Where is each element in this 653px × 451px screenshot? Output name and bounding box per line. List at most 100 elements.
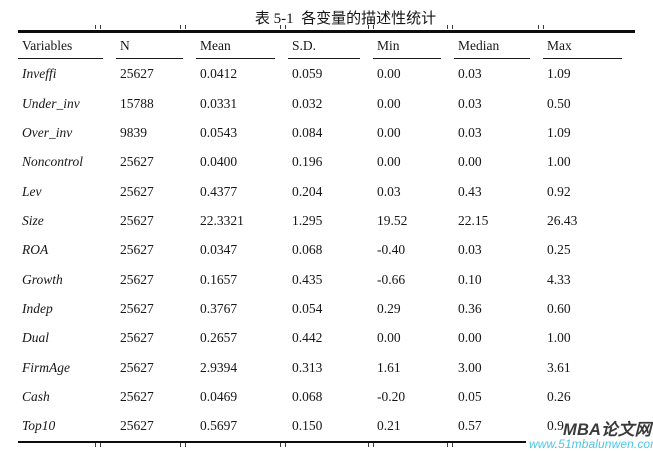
value-cell: 0.10 — [458, 271, 482, 287]
value-cell: -0.20 — [377, 388, 406, 404]
value-cell: 4.33 — [547, 271, 571, 287]
watermark-url: www.51mbalunwen.com — [526, 437, 653, 451]
value-cell: 0.442 — [292, 330, 323, 346]
value-cell: 0.068 — [292, 388, 323, 404]
table-row: Indep 25627 0.3767 0.054 0.29 0.36 0.60 — [18, 294, 635, 323]
value-cell: 0.03 — [458, 242, 482, 258]
value-cell: 0.03 — [377, 183, 401, 199]
value-cell: 1.00 — [547, 154, 571, 170]
value-cell: 0.1657 — [200, 271, 238, 287]
value-cell: 3.61 — [547, 359, 571, 375]
column-boundary-tick — [280, 25, 286, 29]
value-cell: 19.52 — [377, 212, 408, 228]
value-cell: 0.25 — [547, 242, 571, 258]
variable-name-cell: ROA — [22, 242, 49, 258]
variable-name-cell: Cash — [22, 388, 50, 404]
table-row: Cash 25627 0.0469 0.068 -0.20 0.05 0.26 — [18, 382, 635, 411]
value-cell: 0.313 — [292, 359, 323, 375]
value-cell: 0.00 — [377, 124, 401, 140]
variable-name-cell: Over_inv — [22, 124, 73, 140]
table-row: Noncontrol 25627 0.0400 0.196 0.00 0.00 1.00 — [18, 148, 635, 177]
column-boundary-tick — [280, 443, 286, 448]
value-cell: 0.0412 — [200, 66, 238, 82]
variable-name-cell: Inveffi — [22, 66, 57, 82]
value-cell: 0.0543 — [200, 124, 238, 140]
value-cell: 0.00 — [458, 330, 482, 346]
value-cell: 0.03 — [458, 95, 482, 111]
value-cell: 0.196 — [292, 154, 323, 170]
value-cell: 0.92 — [547, 183, 571, 199]
table-row: FirmAge 25627 2.9394 0.313 1.61 3.00 3.61 — [18, 353, 635, 382]
value-cell: 1.61 — [377, 359, 401, 375]
value-cell: 0.03 — [458, 66, 482, 82]
column-boundary-tick — [538, 25, 544, 29]
value-cell: 26.43 — [547, 212, 578, 228]
value-cell: 0.0469 — [200, 388, 238, 404]
table-row: ROA 25627 0.0347 0.068 -0.40 0.03 0.25 — [18, 236, 635, 265]
value-cell: 25627 — [120, 271, 154, 287]
value-cell: 0.00 — [377, 66, 401, 82]
column-boundary-tick — [447, 443, 453, 448]
value-cell: 0.00 — [377, 330, 401, 346]
value-cell: 25627 — [120, 418, 154, 434]
table-row: Growth 25627 0.1657 0.435 -0.66 0.10 4.33 — [18, 265, 635, 294]
value-cell: 0.00 — [377, 154, 401, 170]
column-header-median: Median — [454, 32, 543, 60]
descriptive-stats-table: Variables N Mean S.D. Min Median Max Inveffi 25… — [18, 25, 635, 448]
value-cell: 0.9 — [547, 418, 564, 434]
column-header-mean: Mean — [196, 32, 288, 60]
table-row: Size 25627 22.3321 1.295 19.52 22.15 26.43 — [18, 206, 635, 235]
value-cell: 22.15 — [458, 212, 489, 228]
variable-name-cell: Lev — [22, 183, 42, 199]
value-cell: 25627 — [120, 154, 154, 170]
column-boundary-tick — [180, 25, 186, 29]
value-cell: -0.66 — [377, 271, 406, 287]
column-boundary-tick — [95, 25, 101, 29]
table-row: Under_inv 15788 0.0331 0.032 0.00 0.03 0.50 — [18, 89, 635, 118]
table-row: Lev 25627 0.4377 0.204 0.03 0.43 0.92 — [18, 177, 635, 206]
column-boundary-tick — [368, 25, 374, 29]
variable-name-cell: Dual — [22, 330, 49, 346]
value-cell: 0.50 — [547, 95, 571, 111]
value-cell: 25627 — [120, 183, 154, 199]
value-cell: 2.9394 — [200, 359, 238, 375]
value-cell: 25627 — [120, 66, 154, 82]
column-header-sd: S.D. — [288, 32, 373, 60]
watermark-url-www: www — [529, 437, 555, 451]
value-cell: 0.00 — [458, 154, 482, 170]
column-header-min: Min — [373, 32, 454, 60]
watermark-site-logo: MBA论文网 — [563, 421, 652, 439]
variable-name-cell: Under_inv — [22, 95, 80, 111]
value-cell: 0.3767 — [200, 300, 238, 316]
value-cell: 25627 — [120, 330, 154, 346]
value-cell: 1.09 — [547, 66, 571, 82]
variable-name-cell: Indep — [22, 300, 53, 316]
value-cell: -0.40 — [377, 242, 406, 258]
value-cell: 25627 — [120, 212, 154, 228]
watermark-url-domain: 51mbalunwen.com — [558, 437, 653, 451]
column-boundary-tick — [368, 443, 374, 448]
value-cell: 0.204 — [292, 183, 323, 199]
variable-name-cell: Noncontrol — [22, 154, 84, 170]
value-cell: 0.29 — [377, 300, 401, 316]
value-cell: 0.03 — [458, 124, 482, 140]
value-cell: 22.3321 — [200, 212, 244, 228]
value-cell: 25627 — [120, 359, 154, 375]
table-body: Inveffi 25627 0.0412 0.059 0.00 0.03 1.09 Under… — [18, 60, 635, 441]
value-cell: 0.068 — [292, 242, 323, 258]
value-cell: 3.00 — [458, 359, 482, 375]
value-cell: 0.032 — [292, 95, 323, 111]
table-row: Dual 25627 0.2657 0.442 0.00 0.00 1.00 — [18, 324, 635, 353]
value-cell: 0.084 — [292, 124, 323, 140]
value-cell: 0.2657 — [200, 330, 238, 346]
value-cell: 0.60 — [547, 300, 571, 316]
variable-name-cell: Top10 — [22, 418, 56, 434]
value-cell: 0.36 — [458, 300, 482, 316]
stats-table: Variables N Mean S.D. Min Median Max Inveffi 25… — [18, 32, 635, 441]
value-cell: 0.57 — [458, 418, 482, 434]
table-row: Top10 25627 0.5697 0.150 0.21 0.57 0.9 — [18, 412, 635, 441]
value-cell: 0.00 — [377, 95, 401, 111]
watermark-url-dot: . — [554, 437, 559, 451]
variable-name-cell: FirmAge — [22, 359, 70, 375]
